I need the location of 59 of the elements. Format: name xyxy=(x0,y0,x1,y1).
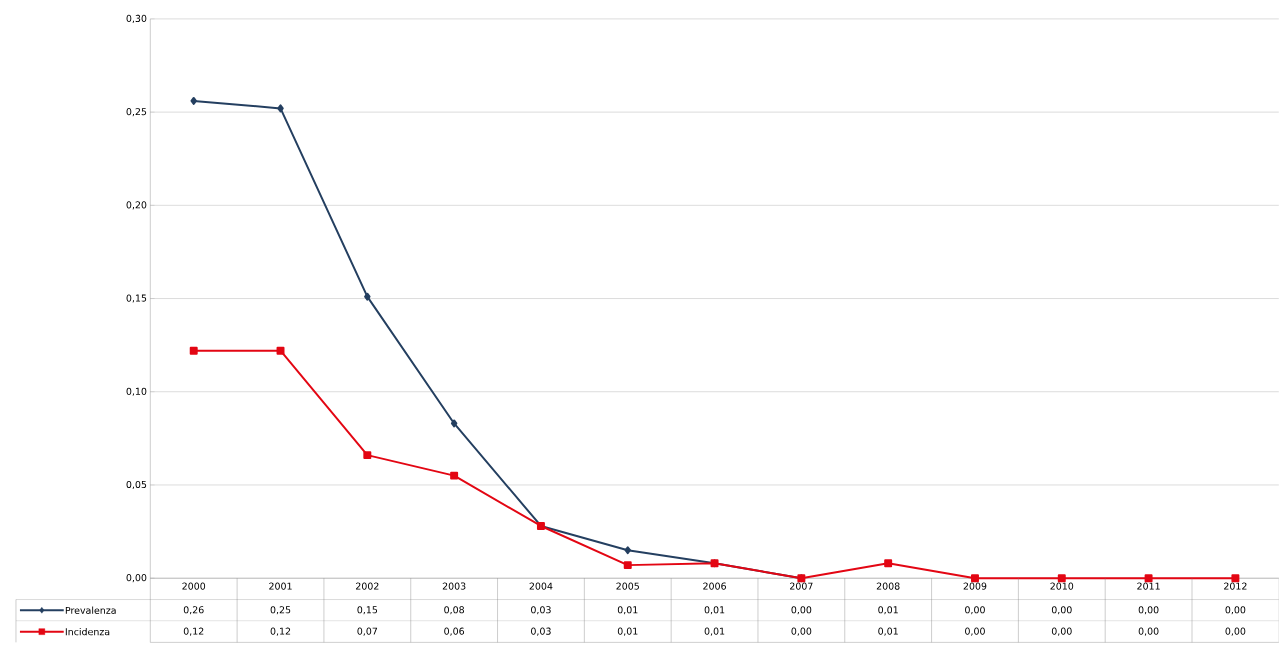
data-label: 0,01 xyxy=(878,627,898,636)
point xyxy=(276,346,285,355)
y-tick-label: 0,00 xyxy=(126,574,147,583)
x-tick-label: 2009 xyxy=(963,582,987,590)
data-label: 0,12 xyxy=(270,627,291,636)
point xyxy=(190,97,197,106)
x-tick-label: 2003 xyxy=(442,582,466,590)
x-tick-label: 2007 xyxy=(790,582,813,590)
data-label: 0,01 xyxy=(704,627,725,636)
y-tick-label: 0,30 xyxy=(126,14,147,24)
point xyxy=(450,419,458,428)
data-label: 0,06 xyxy=(444,627,465,636)
legend-label: Incidenza xyxy=(65,628,110,636)
data-label: 0,03 xyxy=(531,627,551,636)
point xyxy=(277,104,284,113)
y-tick-label: 0,25 xyxy=(126,108,147,117)
point xyxy=(363,451,372,460)
text: 0,00 xyxy=(1138,606,1159,615)
data-label: 0,03 xyxy=(531,606,551,615)
y-tick-label: 0,05 xyxy=(126,480,147,490)
point xyxy=(884,559,893,568)
x-tick-label: 2004 xyxy=(529,582,553,590)
y-tick-label: 0,20 xyxy=(126,201,147,210)
data-label: 0,00 xyxy=(1138,627,1159,636)
data-label: 0,25 xyxy=(270,606,291,615)
point xyxy=(189,346,198,355)
data-label: 0,15 xyxy=(357,606,378,615)
y-tick-label: 0,10 xyxy=(126,387,147,396)
text: 0,00 xyxy=(1225,606,1246,615)
x-tick-label: 2005 xyxy=(616,582,639,590)
data-label: 0,26 xyxy=(183,606,204,615)
x-tick-label: 2000 xyxy=(182,582,206,590)
x-tick-label: 2001 xyxy=(269,582,292,590)
y-tick-label: 0,15 xyxy=(126,294,147,303)
data-label: 0,01 xyxy=(617,627,638,636)
data-label: 0,00 xyxy=(1051,627,1072,636)
data-label: 0,01 xyxy=(704,606,725,615)
text: 0,00 xyxy=(965,606,985,615)
x-tick-label: 2010 xyxy=(1050,582,1074,590)
x-tick-label: 2002 xyxy=(355,582,379,590)
text: 0,00 xyxy=(1051,606,1072,615)
data-label: 0,00 xyxy=(791,627,812,636)
point xyxy=(624,546,631,555)
point xyxy=(450,471,459,480)
point xyxy=(364,292,371,301)
data-label: 0,08 xyxy=(444,606,465,615)
data-label: 0,12 xyxy=(183,627,204,636)
x-tick-label: 2011 xyxy=(1137,582,1160,590)
data-label: 0,00 xyxy=(791,606,812,615)
text: 0,01 xyxy=(878,606,898,615)
x-tick-label: 2008 xyxy=(876,582,900,590)
data-label: 0,00 xyxy=(965,627,985,636)
data-label: 0,07 xyxy=(357,627,378,636)
legend-label: Prevalenza xyxy=(65,606,116,615)
x-tick-label: 2012 xyxy=(1224,582,1247,590)
data-label: 0,00 xyxy=(1225,627,1246,636)
x-tick-label: 2006 xyxy=(703,582,726,590)
data-label: 0,01 xyxy=(617,606,638,615)
point xyxy=(623,561,632,570)
